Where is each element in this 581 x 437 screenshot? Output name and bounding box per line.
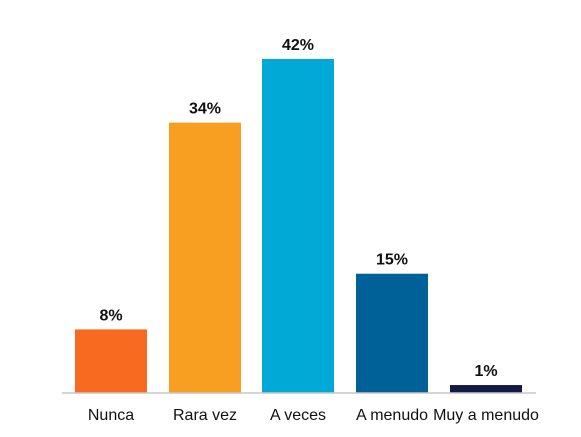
bar-3 <box>262 59 334 393</box>
category-label-4: A menudo <box>356 407 428 424</box>
category-label-1: Nunca <box>88 407 134 424</box>
bars-group <box>75 59 522 393</box>
value-labels-group: 8% 34% 42% 15% 1% <box>99 37 497 380</box>
category-label-2: Rara vez <box>173 407 237 424</box>
value-label-1: 8% <box>99 307 122 324</box>
bar-1 <box>75 329 147 393</box>
value-label-4: 15% <box>376 252 408 269</box>
category-label-5: Muy a menudo <box>433 407 539 424</box>
bar-2 <box>169 122 241 393</box>
value-label-2: 34% <box>189 101 221 118</box>
category-label-3: A veces <box>270 407 326 424</box>
bar-5 <box>450 385 522 393</box>
bar-4 <box>356 273 428 393</box>
value-label-3: 42% <box>282 37 314 54</box>
category-labels-group: Nunca Rara vez A veces A menudo Muy a menudo <box>88 407 539 424</box>
value-label-5: 1% <box>474 363 497 380</box>
